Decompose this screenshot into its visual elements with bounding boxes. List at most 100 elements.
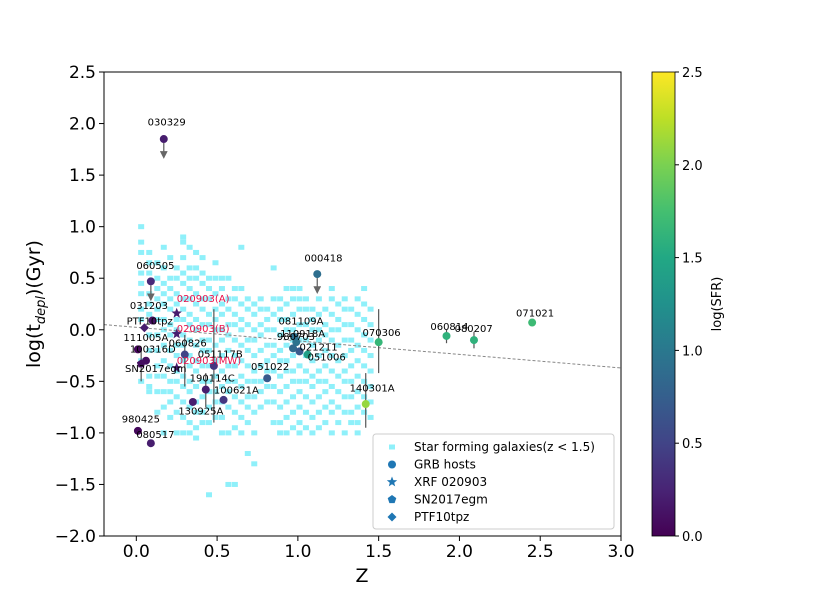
sf-galaxy-point [231,337,238,343]
sf-galaxy-point [212,275,219,281]
sf-galaxy-point [367,322,374,328]
sf-galaxy-point [193,316,200,322]
sf-galaxy-point [361,347,368,353]
sf-galaxy-point [206,363,213,369]
sf-galaxy-point [257,332,264,338]
grb-point-060814 [442,331,451,340]
colorbar-title: log(SFR) [710,277,725,332]
x-tick-label: 0.5 [204,542,231,562]
sf-galaxy-point [186,337,193,343]
grb-label: 100316D [130,344,176,355]
sf-galaxy-point [212,389,219,395]
sf-galaxy-point [160,342,167,348]
sf-galaxy-point [244,378,251,384]
sf-galaxy-point [277,358,284,364]
sf-galaxy-point [283,342,290,348]
grb-label: 020903(B) [177,324,230,335]
sf-galaxy-point [264,342,271,348]
grb-label: 051117B [198,350,243,361]
sf-galaxy-point [218,414,225,420]
sf-galaxy-point [251,337,258,343]
y-tick-label: 0.5 [69,269,96,289]
sf-galaxy-point [193,409,200,415]
sf-galaxy-point [173,342,180,348]
sf-galaxy-point [277,347,284,353]
sf-galaxy-point [335,404,342,410]
sf-galaxy-point [212,342,219,348]
sf-galaxy-point [251,327,258,333]
sf-galaxy-point [322,332,329,338]
legend-marker [389,444,395,450]
sf-galaxy-point [186,311,193,317]
sf-galaxy-point [270,368,277,374]
sf-galaxy-point [264,399,271,405]
sf-galaxy-point [238,244,245,250]
sf-galaxy-point [225,275,232,281]
sf-galaxy-point [335,420,342,426]
legend-marker [386,476,398,487]
sf-galaxy-point [302,337,309,343]
y-tick-label: 2.5 [69,63,96,83]
x-axis: 0.0 0.5 1.0 1.5 2.0 2.5 3.0 [123,536,635,562]
sf-galaxy-point [341,306,348,312]
legend-marker [387,495,397,504]
sf-galaxy-point [225,332,232,338]
sf-galaxy-point [180,296,187,302]
sf-galaxy-point [244,404,251,410]
colorbar-tick-label: 1.5 [682,252,703,267]
sf-galaxy-point [309,316,316,322]
sf-galaxy-point [180,342,187,348]
sf-galaxy-point [341,368,348,374]
sf-galaxy-point [283,368,290,374]
sf-galaxy-point [354,373,361,379]
sf-galaxy-point [315,425,322,431]
y-tick-label: 1.5 [69,166,96,186]
sf-galaxy-point [315,394,322,400]
y-tick-label: 2.0 [69,115,96,135]
grb-point-051117b [209,361,218,370]
sf-galaxy-point [348,394,355,400]
sf-galaxy-point [315,368,322,374]
sf-galaxy-point [296,363,303,369]
sf-galaxy-point [315,296,322,302]
legend-entry-label: PTF10tpz [414,510,469,524]
sf-galaxy-point [193,327,200,333]
sf-galaxy-point [225,322,232,328]
sf-galaxy-point [225,378,232,384]
sf-galaxy-point [367,368,374,374]
sf-galaxy-point [264,358,271,364]
sf-galaxy-point [199,322,206,328]
sf-galaxy-point [348,306,355,312]
sf-galaxy-point [160,291,167,297]
x-tick-label: 1.5 [365,542,392,562]
y-tick-label: −0.5 [55,372,96,392]
sf-galaxy-point [290,409,297,415]
sf-galaxy-point [231,378,238,384]
sf-galaxy-point [296,404,303,410]
sf-galaxy-point [212,358,219,364]
sf-galaxy-point [173,316,180,322]
sf-galaxy-point [341,409,348,415]
sf-galaxy-point [257,347,264,353]
sf-galaxy-point [154,316,161,322]
sf-galaxy-point [212,306,219,312]
sf-galaxy-point [193,368,200,374]
sf-galaxy-point [186,275,193,281]
sf-galaxy-point [186,296,193,302]
sf-galaxy-point [199,378,206,384]
sf-galaxy-point [264,306,271,312]
y-axis-title-tail: )(Gyr) [23,240,45,296]
sf-galaxy-point [315,378,322,384]
sf-galaxy-point [348,347,355,353]
sf-galaxy-point [186,353,193,359]
sf-galaxy-point [193,291,200,297]
sf-galaxy-point [231,394,238,400]
grb-point-070306 [374,338,383,347]
sf-galaxy-point [309,327,316,333]
sf-galaxy-point [212,414,219,420]
sf-galaxy-point [173,430,180,436]
grb-point-020903-a- [171,307,182,318]
sf-galaxy-point [146,311,153,317]
sf-galaxy-point [154,260,161,266]
sf-galaxy-point [277,389,284,395]
